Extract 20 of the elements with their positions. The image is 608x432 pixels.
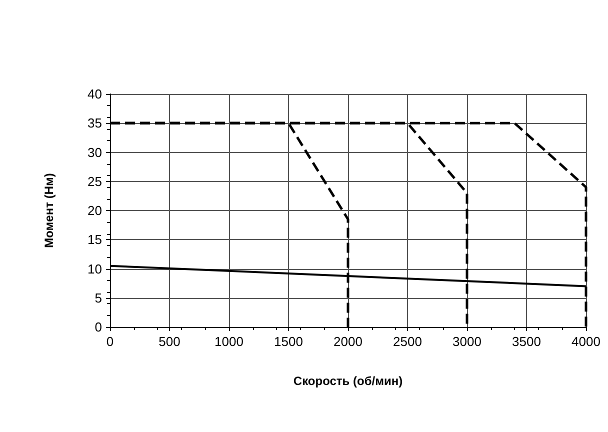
y-tick-label: 35 xyxy=(88,116,102,131)
x-tick-label: 0 xyxy=(106,334,114,349)
y-tick-label: 20 xyxy=(88,203,102,218)
x-tick-label: 3000 xyxy=(452,334,482,349)
y-tick-label: 15 xyxy=(88,232,102,248)
y-axis-title: Момент (Нм) xyxy=(42,173,56,248)
y-tick-label: 0 xyxy=(94,320,102,334)
x-tick-label: 2500 xyxy=(393,334,422,349)
x-tick-label: 2000 xyxy=(334,334,362,349)
y-tick-label: 30 xyxy=(88,144,102,160)
y-tick-label: 25 xyxy=(88,174,102,189)
y-tick-label: 10 xyxy=(88,261,102,276)
x-tick-label: 3500 xyxy=(512,334,541,349)
x-axis-title: Скорость (об/мин) xyxy=(293,374,403,388)
y-tick-label: 5 xyxy=(94,290,102,306)
x-tick-label: 500 xyxy=(158,334,180,349)
x-tick-label: 4000 xyxy=(572,334,600,349)
x-tick-label: 1500 xyxy=(274,334,303,349)
y-tick-label: 40 xyxy=(88,86,102,102)
x-tick-label: 1000 xyxy=(214,334,244,349)
